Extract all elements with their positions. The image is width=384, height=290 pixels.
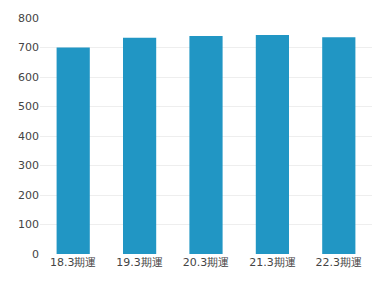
svg-text:0: 0 [32, 248, 39, 261]
svg-text:100: 100 [18, 218, 39, 231]
svg-text:200: 200 [18, 189, 39, 202]
svg-text:22.3期運: 22.3期運 [316, 256, 363, 269]
svg-text:700: 700 [18, 41, 39, 54]
svg-text:21.3期運: 21.3期運 [249, 256, 296, 269]
svg-text:19.3期運: 19.3期運 [116, 256, 163, 269]
svg-text:800: 800 [18, 12, 39, 25]
svg-text:400: 400 [18, 130, 39, 143]
svg-text:300: 300 [18, 159, 39, 172]
svg-text:20.3期運: 20.3期運 [183, 256, 230, 269]
svg-text:18.3期運: 18.3期運 [50, 256, 97, 269]
svg-text:500: 500 [18, 100, 39, 113]
svg-text:600: 600 [18, 71, 39, 84]
